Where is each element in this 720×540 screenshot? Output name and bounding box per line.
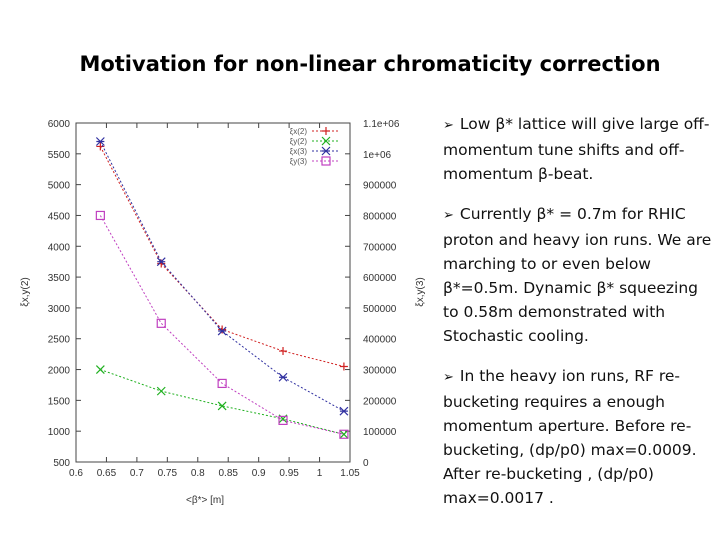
x-tick-label: 0.7 xyxy=(130,468,144,479)
y-left-axis-label: ξx,y(2) xyxy=(20,277,31,306)
series-line xyxy=(99,141,345,412)
arrow-bullet-icon: ➢ xyxy=(443,208,454,223)
x-tick-label: 0.8 xyxy=(191,468,205,479)
bullet-text: Low β* lattice will give large off-momen… xyxy=(443,115,710,183)
x-tick-label: 0.75 xyxy=(158,468,178,479)
data-point xyxy=(156,386,166,396)
slide-title: Motivation for non-linear chromaticity c… xyxy=(79,52,661,76)
bullet-list: ➢ Low β* lattice will give large off-mome… xyxy=(443,112,718,526)
y-right-axis-label: ξx,y(3) xyxy=(415,277,426,306)
arrow-bullet-icon: ➢ xyxy=(443,370,454,385)
y-right-tick-label: 500000 xyxy=(363,304,397,315)
x-tick-label: 0.85 xyxy=(218,468,238,479)
data-point xyxy=(95,137,105,146)
data-point xyxy=(339,429,349,439)
data-point xyxy=(95,365,105,374)
y-left-tick-label: 1000 xyxy=(48,427,71,438)
legend-label: ξy(2) xyxy=(290,137,308,146)
y-right-tick-label: 300000 xyxy=(363,366,397,377)
data-point xyxy=(279,347,288,356)
y-right-tick-label: 200000 xyxy=(363,396,397,407)
y-left-tick-label: 3500 xyxy=(48,273,71,284)
y-left-tick-label: 2000 xyxy=(48,366,71,377)
y-right-tick-label: 700000 xyxy=(363,242,397,253)
x-tick-label: 0.9 xyxy=(252,468,266,479)
arrow-bullet-icon: ➢ xyxy=(443,118,454,133)
y-left-tick-label: 500 xyxy=(53,458,70,469)
y-right-tick-label: 1e+06 xyxy=(363,150,392,161)
data-point xyxy=(95,210,105,221)
y-right-tick-label: 100000 xyxy=(363,427,397,438)
y-right-tick-label: 0 xyxy=(363,458,369,469)
plot-frame xyxy=(75,122,351,463)
y-left-tick-label: 3000 xyxy=(48,304,71,315)
y-right-tick-label: 900000 xyxy=(363,181,397,192)
y-left-tick-label: 6000 xyxy=(48,119,71,130)
y-left-tick-label: 4000 xyxy=(48,242,71,253)
y-left-tick-label: 5000 xyxy=(48,181,71,192)
bullet-text: Currently β* = 0.7m for RHIC proton and … xyxy=(443,205,712,345)
data-point xyxy=(339,406,349,416)
chromaticity-chart: 0.6 0.65 0.7 0.75 0.8 0.85 0.9 0.95 1 1.05 500 1000… xyxy=(20,119,426,506)
data-point xyxy=(217,401,227,411)
bullet-item: ➢ In the heavy ion runs, RF re-bucketing … xyxy=(443,364,718,510)
data-point xyxy=(218,325,227,334)
y-right-tick-label: 800000 xyxy=(363,211,397,222)
y-right-tick-label: 600000 xyxy=(363,273,397,284)
bullet-text: In the heavy ion runs, RF re-bucketing r… xyxy=(443,367,697,507)
y-left-tick-label: 1500 xyxy=(48,396,71,407)
legend-label: ξy(3) xyxy=(290,157,308,166)
legend-marker xyxy=(322,127,330,135)
y-left-tick-label: 4500 xyxy=(48,211,71,222)
legend-label: ξx(3) xyxy=(290,147,308,156)
bullet-item: ➢ Currently β* = 0.7m for RHIC proton and… xyxy=(443,202,718,348)
data-point xyxy=(278,372,288,382)
data-point xyxy=(278,415,288,425)
data-point xyxy=(156,257,166,267)
y-left-tick-label: 5500 xyxy=(48,150,71,161)
legend-marker xyxy=(321,156,331,166)
data-point xyxy=(339,362,348,371)
legend-marker xyxy=(321,146,331,156)
data-point xyxy=(339,429,349,439)
y-right-tick-label: 1.1e+06 xyxy=(363,119,400,130)
data-point xyxy=(156,318,166,328)
x-tick-label: 0.6 xyxy=(69,468,83,479)
legend-marker xyxy=(321,136,331,146)
y-left-tick-label: 2500 xyxy=(48,335,71,346)
series-line xyxy=(99,215,345,435)
x-tick-label: 0.95 xyxy=(279,468,299,479)
bullet-item: ➢ Low β* lattice will give large off-mome… xyxy=(443,112,718,186)
data-point xyxy=(217,378,227,389)
data-point xyxy=(217,326,227,336)
x-tick-label: 1.05 xyxy=(340,468,360,479)
y-right-tick-label: 400000 xyxy=(363,335,397,346)
x-axis-label: <β*> [m] xyxy=(186,495,224,506)
x-tick-label: 1 xyxy=(317,468,323,479)
x-tick-label: 0.65 xyxy=(97,468,117,479)
legend-label: ξx(2) xyxy=(290,127,308,136)
